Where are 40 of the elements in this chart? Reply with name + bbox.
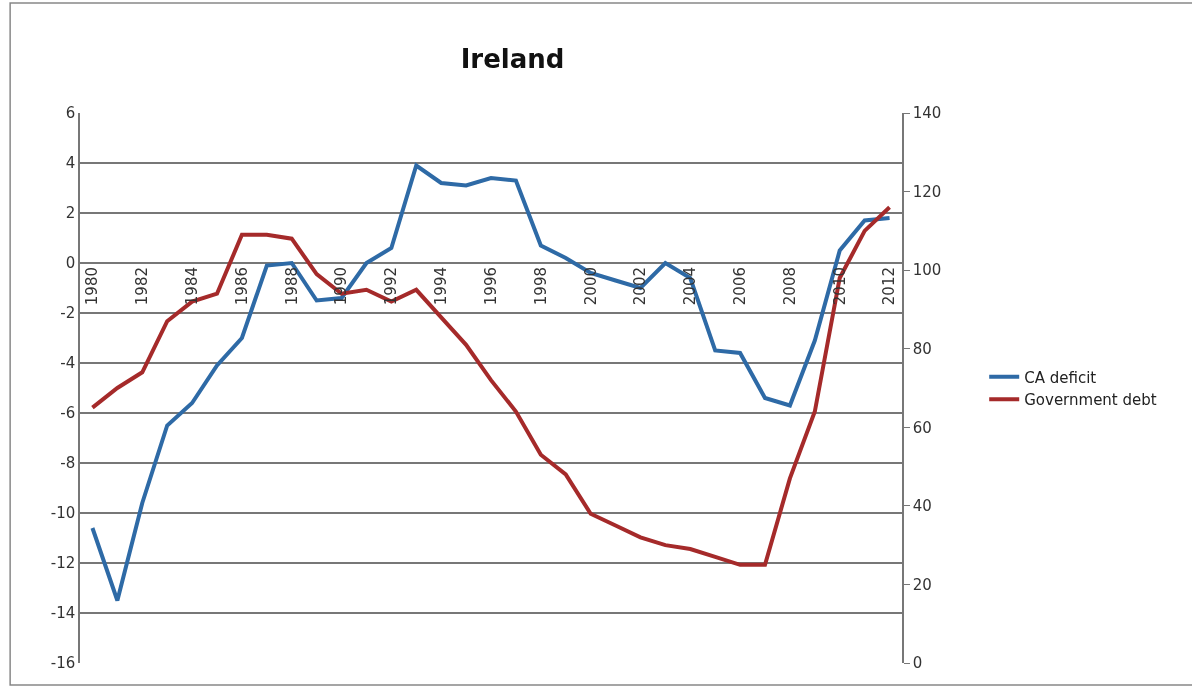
y2-tick-label: 0	[912, 654, 923, 673]
y-tick-label: 0	[65, 254, 76, 273]
x-tick-label: 2010	[830, 267, 849, 306]
y-tick-label: 2	[65, 204, 76, 223]
y-tick-label: -16	[50, 654, 76, 673]
chart-title: Ireland	[460, 43, 565, 74]
y-tick-label: 6	[65, 104, 76, 123]
y-tick-label: -4	[60, 354, 76, 373]
y2-tick-label: 60	[912, 418, 932, 437]
x-tick-label: 2012	[880, 267, 899, 306]
x-tick-label: 1988	[282, 267, 301, 306]
legend-label: Government debt	[1024, 391, 1157, 410]
y-tick-label: -14	[50, 604, 76, 623]
x-tick-label: 1982	[133, 267, 152, 306]
x-tick-label: 1996	[481, 267, 500, 306]
x-tick-label: 1994	[432, 267, 451, 306]
y-tick-label: -6	[60, 404, 76, 423]
x-tick-label: 2002	[631, 267, 650, 306]
x-tick-label: 1984	[182, 267, 201, 306]
x-tick-label: 2004	[681, 267, 700, 306]
x-tick-label: 2006	[730, 267, 749, 306]
y-tick-label: -10	[50, 504, 76, 523]
y2-tick-label: 20	[912, 575, 932, 594]
x-tick-label: 1992	[382, 267, 401, 306]
y-tick-label: 4	[65, 154, 76, 173]
x-tick-label: 2008	[780, 267, 799, 306]
y2-tick-label: 120	[912, 182, 942, 201]
legend-label: CA deficit	[1024, 368, 1097, 387]
y-tick-label: -12	[50, 554, 76, 573]
y-tick-label: -2	[60, 304, 76, 323]
y-tick-label: -8	[60, 454, 76, 473]
y2-tick-label: 80	[912, 339, 932, 358]
x-tick-label: 1980	[83, 267, 102, 306]
x-tick-label: 2000	[581, 267, 600, 306]
y2-tick-label: 40	[912, 497, 932, 516]
y2-tick-label: 140	[912, 104, 942, 123]
y2-tick-label: 100	[912, 261, 942, 280]
x-tick-label: 1998	[531, 267, 550, 306]
x-tick-label: 1990	[332, 267, 351, 306]
x-tick-label: 1986	[232, 267, 251, 306]
